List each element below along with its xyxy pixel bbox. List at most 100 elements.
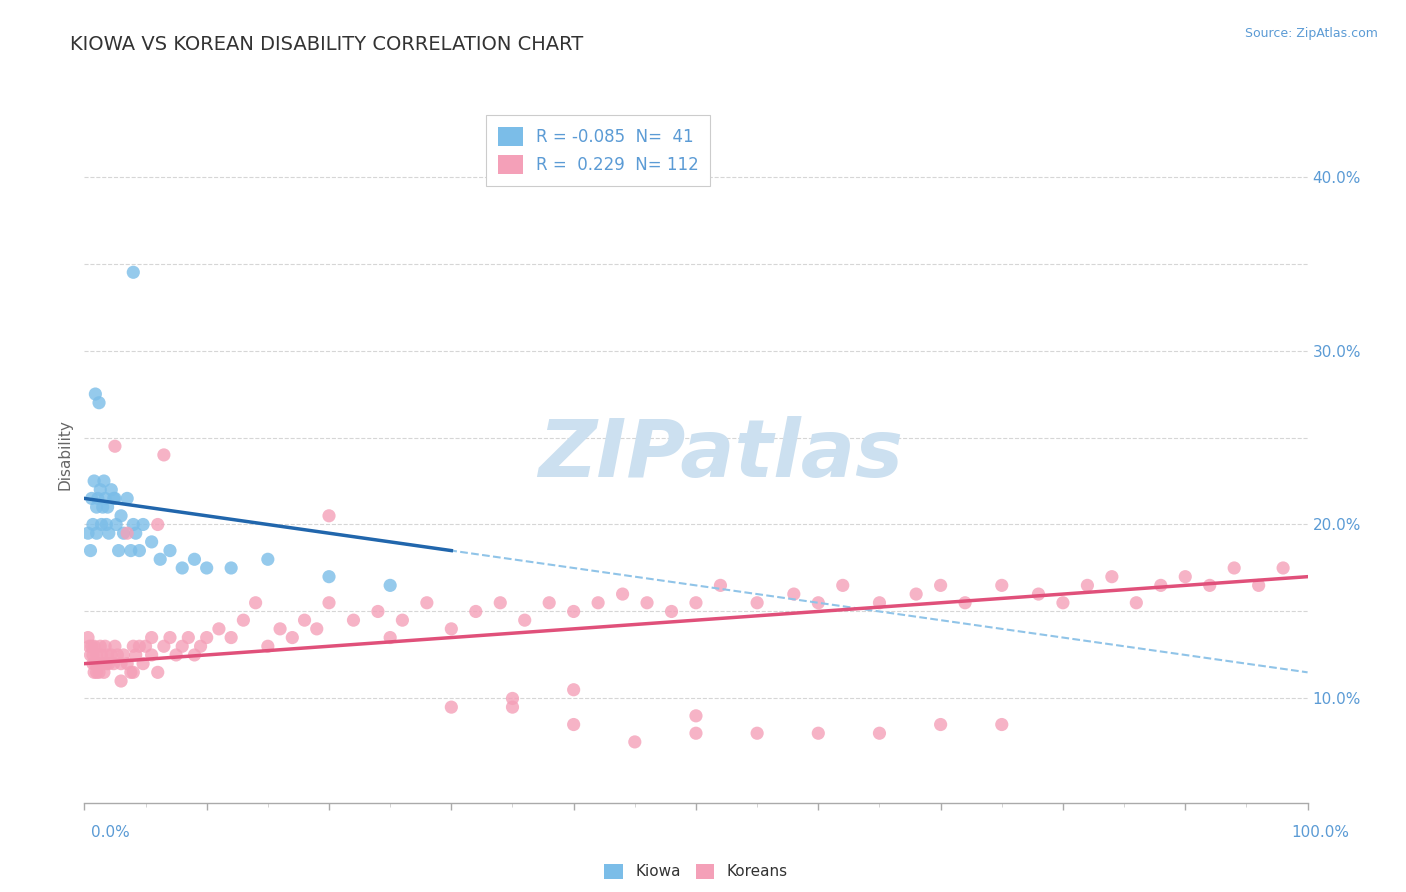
- Point: [1247, 578, 1270, 592]
- Point: [89, 639, 111, 653]
- Point: [96, 657, 118, 671]
- Point: [83, 474, 105, 488]
- Point: [82, 517, 104, 532]
- Point: [177, 631, 200, 645]
- Point: [747, 596, 769, 610]
- Point: [440, 622, 463, 636]
- Point: [96, 517, 118, 532]
- Point: [159, 631, 181, 645]
- Point: [104, 491, 127, 506]
- Point: [93, 474, 115, 488]
- Point: [128, 639, 150, 653]
- Point: [257, 639, 280, 653]
- Point: [318, 508, 340, 523]
- Point: [586, 596, 609, 610]
- Point: [380, 631, 402, 645]
- Point: [82, 648, 104, 662]
- Point: [636, 596, 658, 610]
- Point: [562, 717, 585, 731]
- Point: [112, 526, 135, 541]
- Point: [90, 648, 112, 662]
- Point: [115, 657, 138, 671]
- Point: [257, 552, 280, 566]
- Point: [783, 587, 806, 601]
- Point: [86, 500, 108, 514]
- Point: [165, 648, 187, 662]
- Point: [104, 639, 127, 653]
- Point: [80, 639, 103, 653]
- Legend: Kiowa, Koreans: Kiowa, Koreans: [599, 857, 793, 886]
- Point: [153, 639, 176, 653]
- Point: [159, 543, 181, 558]
- Point: [807, 726, 830, 740]
- Point: [391, 613, 413, 627]
- Point: [342, 613, 364, 627]
- Point: [80, 491, 103, 506]
- Point: [562, 605, 585, 619]
- Point: [219, 561, 242, 575]
- Point: [146, 517, 169, 532]
- Point: [128, 543, 150, 558]
- Text: Source: ZipAtlas.com: Source: ZipAtlas.com: [1244, 27, 1378, 40]
- Point: [125, 526, 148, 541]
- Point: [115, 526, 138, 541]
- Point: [122, 265, 145, 279]
- Point: [489, 596, 512, 610]
- Point: [624, 735, 647, 749]
- Point: [122, 665, 145, 680]
- Point: [77, 639, 100, 653]
- Point: [1101, 570, 1123, 584]
- Point: [747, 726, 769, 740]
- Point: [110, 674, 132, 689]
- Point: [1223, 561, 1246, 575]
- Point: [87, 665, 110, 680]
- Point: [991, 717, 1014, 731]
- Point: [562, 682, 585, 697]
- Point: [232, 613, 254, 627]
- Point: [661, 605, 683, 619]
- Point: [110, 657, 132, 671]
- Point: [141, 648, 163, 662]
- Point: [208, 622, 231, 636]
- Y-axis label: Disability: Disability: [58, 419, 73, 491]
- Point: [79, 543, 101, 558]
- Point: [90, 517, 112, 532]
- Point: [110, 508, 132, 523]
- Point: [84, 657, 107, 671]
- Point: [318, 596, 340, 610]
- Point: [100, 648, 122, 662]
- Point: [97, 657, 120, 671]
- Point: [86, 648, 108, 662]
- Point: [122, 517, 145, 532]
- Point: [103, 491, 125, 506]
- Point: [195, 561, 218, 575]
- Point: [440, 700, 463, 714]
- Point: [93, 665, 115, 680]
- Point: [125, 648, 148, 662]
- Point: [1076, 578, 1098, 592]
- Point: [104, 439, 127, 453]
- Point: [1150, 578, 1173, 592]
- Point: [294, 613, 316, 627]
- Point: [105, 517, 128, 532]
- Point: [94, 491, 117, 506]
- Point: [1174, 570, 1197, 584]
- Point: [1028, 587, 1050, 601]
- Point: [416, 596, 439, 610]
- Point: [86, 526, 108, 541]
- Point: [807, 596, 830, 610]
- Point: [94, 639, 117, 653]
- Point: [87, 395, 110, 409]
- Point: [380, 578, 402, 592]
- Point: [97, 526, 120, 541]
- Point: [183, 648, 205, 662]
- Point: [190, 639, 212, 653]
- Point: [87, 491, 110, 506]
- Point: [953, 596, 976, 610]
- Point: [1125, 596, 1147, 610]
- Text: 100.0%: 100.0%: [1292, 825, 1350, 840]
- Point: [91, 500, 114, 514]
- Point: [195, 631, 218, 645]
- Point: [831, 578, 853, 592]
- Point: [502, 691, 524, 706]
